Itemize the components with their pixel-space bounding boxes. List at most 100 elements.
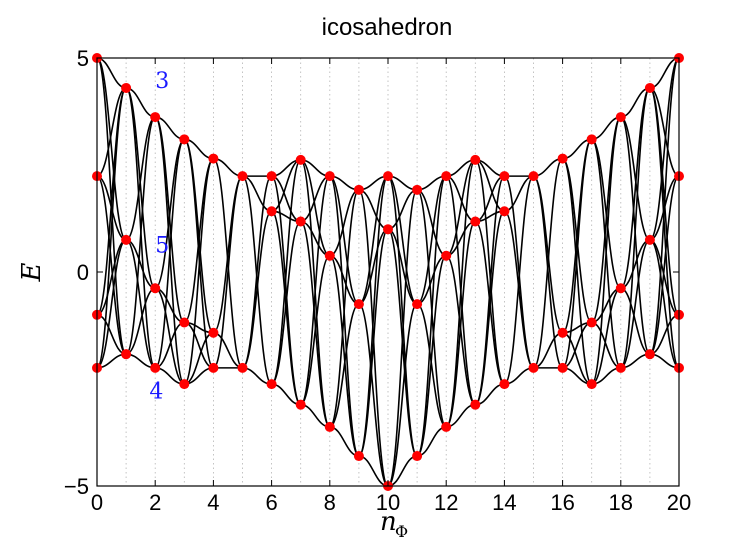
data-point [557, 327, 568, 338]
data-point [412, 451, 423, 462]
data-point [383, 171, 393, 182]
data-point [121, 234, 132, 245]
data-point [121, 349, 132, 360]
data-point [237, 171, 248, 182]
y-tick-label: −5 [64, 474, 89, 499]
curve-segment [96, 175, 127, 355]
x-tick-label: 10 [376, 490, 400, 515]
curve-segment [445, 220, 477, 428]
curve-segment [329, 189, 360, 428]
curve-segment [532, 157, 564, 369]
curve-segment [212, 175, 244, 369]
data-point [179, 379, 190, 390]
data-point [150, 362, 161, 373]
curve-segment [649, 57, 680, 355]
data-point [150, 283, 161, 294]
curve-segment [387, 189, 418, 230]
data-point [295, 216, 306, 227]
curve-segment [270, 220, 302, 385]
data-point [557, 153, 568, 164]
data-point [295, 154, 306, 165]
curve-segment [416, 175, 447, 457]
x-axis-label: n Φ [380, 507, 408, 541]
data-point [441, 250, 452, 261]
curve-segment [561, 138, 593, 369]
curve-segment [416, 175, 447, 305]
curve-segment [299, 175, 331, 406]
data-point [499, 171, 510, 182]
curve-segment [503, 175, 535, 385]
curve-segment [533, 331, 563, 369]
x-tick-label: 4 [207, 490, 219, 515]
data-point [586, 379, 597, 390]
curve-segment [125, 87, 156, 290]
x-tick-label: 14 [492, 490, 516, 515]
curve-segment [445, 159, 476, 257]
data-point [179, 317, 190, 328]
chart-title: icosahedron [322, 14, 453, 41]
data-point [266, 171, 277, 182]
data-point [324, 421, 335, 432]
x-axis-label-sub: Φ [395, 522, 408, 541]
x-tick-label: 6 [265, 490, 277, 515]
data-point [586, 317, 597, 328]
curve-segment [474, 159, 506, 385]
data-point [615, 362, 626, 373]
data-point [644, 234, 655, 245]
curve-segment [241, 210, 273, 369]
data-point [324, 250, 335, 261]
data-point [528, 362, 539, 373]
curve-segment [358, 303, 389, 487]
data-point [324, 171, 335, 182]
x-tick-label: 18 [609, 490, 633, 515]
x-tick-label: 20 [667, 490, 691, 515]
data-point [528, 171, 539, 182]
data-point [150, 112, 161, 123]
curve-segment [649, 87, 680, 369]
data-point [557, 362, 568, 373]
curve-segment [329, 303, 360, 428]
x-tick-label: 8 [324, 490, 336, 515]
curve-segment [620, 87, 651, 290]
annotation-label: 5 [155, 234, 169, 259]
data-point [412, 184, 423, 195]
data-point [353, 451, 364, 462]
x-tick-label: 2 [149, 490, 161, 515]
curve-segment [387, 303, 418, 487]
curve-segment [649, 175, 680, 355]
curve-segment [183, 157, 215, 324]
data-point [441, 171, 452, 182]
curve-segment [125, 239, 156, 369]
data-point [499, 206, 510, 217]
x-tick-label: 16 [550, 490, 574, 515]
curve-segment [649, 239, 680, 369]
curve-segment [270, 159, 302, 385]
data-point [470, 154, 481, 165]
curve-segment [591, 287, 622, 385]
curve-segment [358, 175, 389, 457]
data-point [586, 134, 597, 145]
curve-segment [154, 287, 185, 385]
x-axis-label-main: n [380, 507, 397, 537]
curve-segment [590, 116, 622, 385]
data-point [615, 283, 626, 294]
data-point [644, 82, 655, 93]
data-point [295, 399, 306, 410]
curve-segment [649, 57, 680, 241]
curve-segment [358, 175, 389, 305]
data-point [353, 184, 364, 195]
annotation-label: 4 [149, 379, 163, 404]
curve-segment [183, 138, 215, 369]
curve-segment [387, 175, 418, 457]
curve-segment [96, 57, 127, 241]
curve-segment [242, 175, 272, 213]
curve-segment [329, 254, 360, 457]
curve-segment [416, 254, 447, 457]
grid [125, 58, 651, 486]
annotations: 3 5 4 [149, 69, 169, 404]
data-point [644, 349, 655, 360]
curve-segment [620, 239, 651, 369]
data-point [179, 134, 190, 145]
curve-segment [474, 210, 506, 406]
